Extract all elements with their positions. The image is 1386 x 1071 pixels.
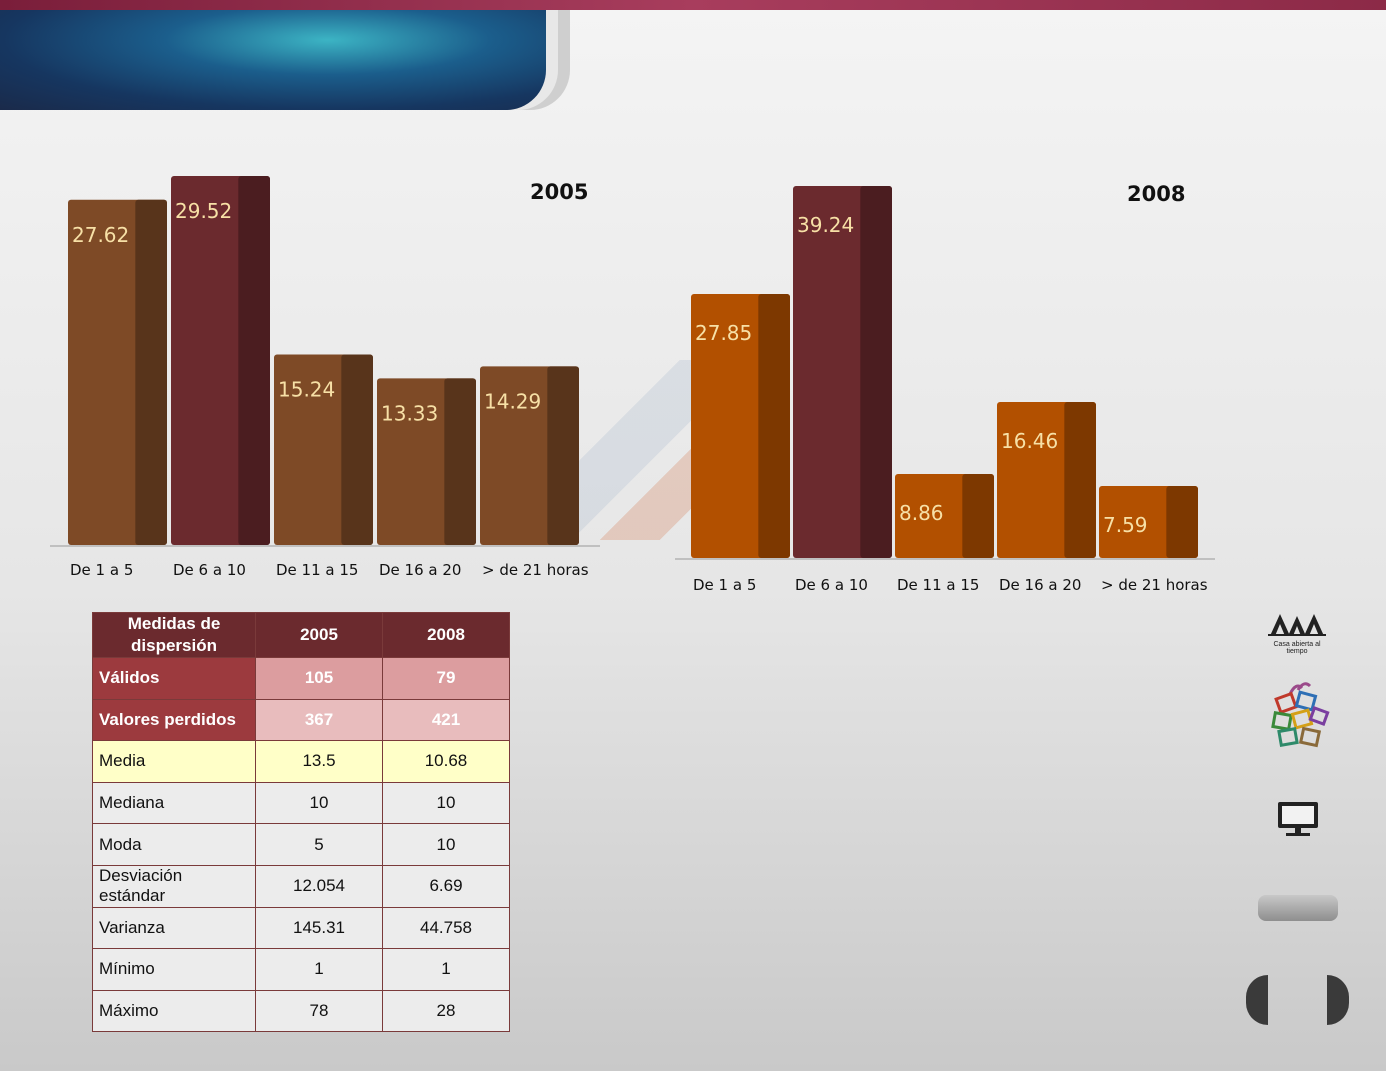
chart-2008-title: 2008 bbox=[1127, 182, 1186, 206]
table-cell-2008: 10 bbox=[382, 823, 510, 866]
table-cell-2008: 44.758 bbox=[382, 906, 510, 950]
next-slide-button[interactable] bbox=[1327, 975, 1349, 1025]
table-header-2008: 2008 bbox=[382, 612, 510, 658]
x-tick-label: De 6 a 10 bbox=[795, 576, 868, 594]
bar-side bbox=[1166, 486, 1198, 558]
bar-value-label: 29.52 bbox=[175, 199, 232, 223]
x-tick-label: De 16 a 20 bbox=[379, 561, 461, 579]
x-tick-label: De 11 a 15 bbox=[276, 561, 358, 579]
table-row-label: Media bbox=[92, 740, 256, 783]
bar-value-label: 7.59 bbox=[1103, 513, 1148, 537]
bar bbox=[171, 176, 270, 545]
x-tick-label: De 1 a 5 bbox=[693, 576, 756, 594]
x-tick-label: > de 21 horas bbox=[482, 561, 589, 579]
table-cell-2008: 10.68 bbox=[382, 740, 510, 783]
table-row-label: Moda bbox=[92, 823, 256, 866]
colored-squares-logo-icon bbox=[1271, 682, 1330, 748]
bar-value-label: 27.85 bbox=[695, 321, 752, 345]
table-row-label: Válidos bbox=[92, 657, 256, 700]
bar-side bbox=[341, 354, 373, 545]
monitor-icon bbox=[1278, 802, 1318, 836]
uam-logo: Casa abierta al tiempo bbox=[1262, 612, 1332, 655]
table-header-row: Medidas de dispersión 2005 2008 bbox=[92, 612, 510, 658]
bar-value-label: 15.24 bbox=[278, 378, 335, 402]
bar bbox=[997, 401, 1096, 558]
previous-slide-button[interactable] bbox=[1246, 975, 1268, 1025]
x-tick-label: > de 21 horas bbox=[1101, 576, 1208, 594]
table-row-label: Mínimo bbox=[92, 948, 256, 991]
table-cell-2005: 1 bbox=[255, 948, 383, 991]
table-cell-2008: 79 bbox=[382, 657, 510, 700]
table-row-label: Varianza bbox=[92, 906, 256, 950]
table-cell-2005: 78 bbox=[255, 989, 383, 1033]
table-row: Desviación estándar 12.054 6.69 bbox=[92, 864, 510, 908]
table-cell-2005: 13.5 bbox=[255, 740, 383, 783]
table-cell-2008: 1 bbox=[382, 948, 510, 991]
dispersion-table: Medidas de dispersión 2005 2008 Válidos 1… bbox=[92, 612, 510, 1033]
colored-squares-logo bbox=[1270, 680, 1332, 755]
x-tick-label: De 16 a 20 bbox=[999, 576, 1081, 594]
bar-value-label: 14.29 bbox=[484, 389, 541, 413]
bar-side bbox=[962, 474, 994, 558]
bar bbox=[68, 199, 167, 545]
table-cell-2005: 145.31 bbox=[255, 906, 383, 950]
table-cell-2008: 10 bbox=[382, 781, 510, 825]
bar bbox=[377, 378, 476, 545]
top-accent-bar bbox=[0, 0, 1386, 10]
table-header-label: Medidas de dispersión bbox=[92, 612, 256, 658]
uam-logo-icon bbox=[1268, 614, 1326, 636]
bar-value-label: 27.62 bbox=[72, 223, 129, 247]
table-cell-2008: 421 bbox=[382, 698, 510, 742]
bar-side bbox=[135, 199, 167, 545]
table-row: Valores perdidos 367 421 bbox=[92, 698, 510, 742]
table-row: Moda 5 10 bbox=[92, 823, 510, 866]
table-row: Mediana 10 10 bbox=[92, 781, 510, 825]
bar-side bbox=[547, 366, 579, 545]
table-row: Varianza 145.31 44.758 bbox=[92, 906, 510, 950]
table-row-label: Valores perdidos bbox=[92, 698, 256, 742]
table-row-label: Mediana bbox=[92, 781, 256, 825]
bar bbox=[274, 354, 373, 545]
x-tick-label: De 6 a 10 bbox=[173, 561, 246, 579]
bar-side bbox=[1064, 401, 1096, 558]
table-row: Válidos 105 79 bbox=[92, 657, 510, 700]
table-row-label: Desviación estándar bbox=[92, 864, 256, 908]
table-row: Mínimo 1 1 bbox=[92, 948, 510, 991]
chart-2005-title: 2005 bbox=[530, 180, 589, 204]
table-row: Media 13.5 10.68 bbox=[92, 740, 510, 783]
table-row-label: Máximo bbox=[92, 989, 256, 1033]
bar-side bbox=[758, 293, 790, 558]
bar-value-label: 39.24 bbox=[797, 213, 854, 237]
bar bbox=[895, 474, 994, 558]
bar-value-label: 16.46 bbox=[1001, 429, 1058, 453]
bar-chart-2005-svg: 27.62 De 1 a 5 29.52 De 6 a 10 15.24 De 11 a … bbox=[50, 176, 600, 579]
bar bbox=[793, 186, 892, 558]
bar-chart-2008-svg: 27.85 De 1 a 5 39.24 De 6 a 10 8.86 De 11 a 1… bbox=[675, 186, 1215, 594]
bar bbox=[1099, 486, 1198, 558]
table-cell-2005: 5 bbox=[255, 823, 383, 866]
menu-pill-button[interactable] bbox=[1258, 895, 1338, 921]
table-row: Máximo 78 28 bbox=[92, 989, 510, 1033]
table-cell-2005: 10 bbox=[255, 781, 383, 825]
table-cell-2008: 28 bbox=[382, 989, 510, 1033]
table-cell-2005: 105 bbox=[255, 657, 383, 700]
monitor-button[interactable] bbox=[1276, 800, 1320, 843]
uam-tagline: Casa abierta al tiempo bbox=[1273, 641, 1321, 655]
bar-chart-2005: 27.62 De 1 a 5 29.52 De 6 a 10 15.24 De 11 a … bbox=[40, 160, 620, 590]
bar-chart-2008: 27.85 De 1 a 5 39.24 De 6 a 10 8.86 De 11 a 1… bbox=[670, 170, 1230, 605]
table-header-2005: 2005 bbox=[255, 612, 383, 658]
bar-side bbox=[238, 176, 270, 545]
table-cell-2008: 6.69 bbox=[382, 864, 510, 908]
bar-value-label: 13.33 bbox=[381, 401, 438, 425]
bar-side bbox=[444, 378, 476, 545]
bar bbox=[691, 293, 790, 558]
table-cell-2005: 367 bbox=[255, 698, 383, 742]
bar-value-label: 8.86 bbox=[899, 501, 944, 525]
header-tab bbox=[0, 10, 546, 110]
bar bbox=[480, 366, 579, 545]
bar-side bbox=[860, 186, 892, 558]
x-tick-label: De 11 a 15 bbox=[897, 576, 979, 594]
table-cell-2005: 12.054 bbox=[255, 864, 383, 908]
x-tick-label: De 1 a 5 bbox=[70, 561, 133, 579]
